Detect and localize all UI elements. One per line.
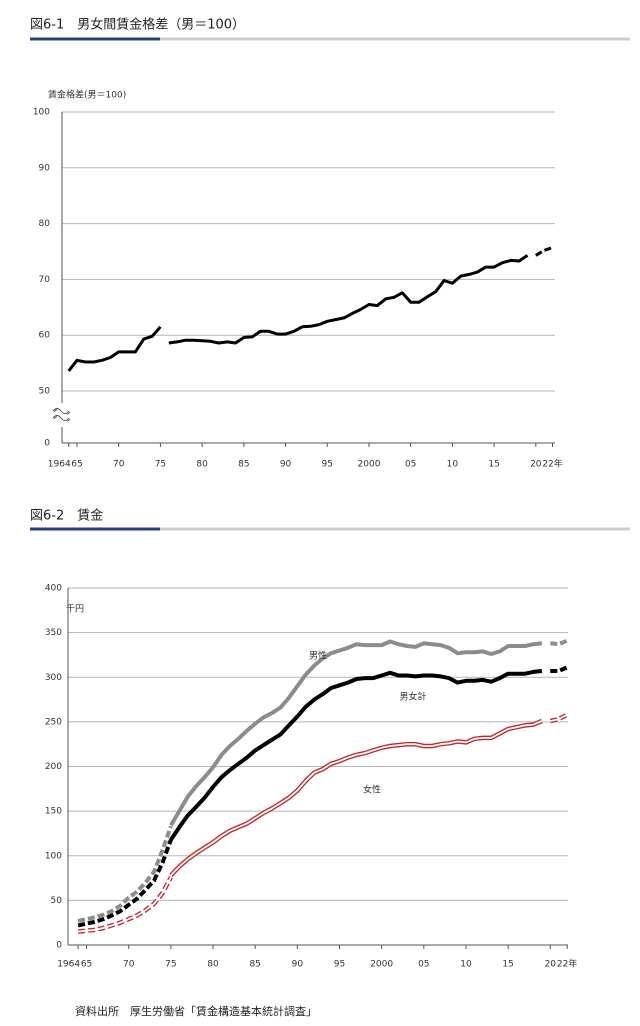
y-tick-label: 350: [45, 628, 62, 638]
y-tick-label: 400: [45, 584, 62, 594]
y-tick-label: 50: [51, 896, 63, 906]
y-tick-label: 90: [39, 163, 51, 173]
x-tick-label: 75: [155, 460, 166, 470]
x-tick-label: 75: [165, 960, 176, 970]
x-tick-label: 10: [460, 960, 472, 970]
x-tick-label: 95: [334, 960, 345, 970]
x-tick-label: 70: [123, 960, 135, 970]
y-axis-label: 千円: [66, 604, 84, 615]
x-tick-label: 65: [81, 960, 92, 970]
series-line: [169, 639, 543, 827]
y-tick-label: 100: [33, 108, 50, 118]
series-line-inner: [78, 876, 172, 933]
x-tick-label: 15: [488, 460, 499, 470]
y-tick-label: 50: [39, 387, 51, 397]
series-label: 男性: [309, 650, 327, 662]
x-tick-label: 80: [196, 460, 208, 470]
x-tick-label: 80: [207, 960, 219, 970]
series-line: [77, 839, 173, 928]
axis-break: [52, 408, 70, 421]
title-rule: [30, 37, 630, 41]
series-line: [168, 254, 529, 345]
y-tick-label: 80: [39, 219, 51, 229]
series-line: [169, 669, 543, 841]
series-label: 男女計: [399, 691, 426, 703]
y-tick-label: 100: [45, 851, 62, 861]
series-line: [77, 825, 173, 923]
y-tick-label: 70: [39, 275, 51, 285]
y-tick-label: 60: [39, 331, 51, 341]
chart-title: 図6-2 賃金: [30, 508, 103, 524]
series-line: [535, 246, 553, 257]
series-line: [169, 718, 543, 877]
x-tick-label: 2000: [358, 460, 381, 470]
y-tick-label: 300: [45, 673, 62, 683]
x-tick-label: 90: [280, 460, 292, 470]
x-tick-label: 85: [238, 460, 249, 470]
x-tick-label: 95: [322, 460, 333, 470]
title-rule-accent: [30, 37, 160, 41]
series-line: [550, 638, 568, 647]
chart-title: 図6-1 男女間賃金格差（男＝100）: [30, 17, 245, 33]
y-tick-label: 200: [45, 762, 62, 772]
source-note: 資料出所 厚生労働省「賃金構造基本統計調査」: [75, 1004, 317, 1018]
y-tick-label: 0: [56, 941, 62, 951]
y-tick-label: 0: [44, 439, 50, 449]
x-tick-label: 1964: [57, 960, 80, 970]
title-rule-accent: [30, 527, 160, 531]
series-line-inner: [550, 713, 568, 722]
x-tick-label: 90: [292, 960, 304, 970]
x-tick-label: 85: [249, 960, 260, 970]
x-tick-label: 1964: [48, 460, 71, 470]
series-line: [67, 325, 162, 372]
x-tick-label: 15: [502, 960, 513, 970]
series-label: 女性: [363, 784, 381, 796]
title-rule: [30, 527, 630, 531]
y-tick-label: 250: [45, 717, 62, 727]
x-tick-label: 20: [530, 460, 542, 470]
axis-break-gap: [57, 400, 67, 426]
series-line-inner: [170, 720, 543, 877]
series-line: [550, 665, 568, 673]
y-tick-label: 150: [45, 807, 62, 817]
x-tick-label: 2000: [370, 960, 393, 970]
y-axis-label: 賃金格差(男＝100): [48, 89, 126, 101]
x-tick-label: 22年: [542, 458, 562, 470]
x-tick-label: 70: [113, 460, 125, 470]
x-tick-label: 65: [71, 460, 82, 470]
x-tick-label: 22年: [557, 958, 577, 970]
x-tick-label: 10: [447, 460, 459, 470]
x-tick-label: 05: [418, 960, 429, 970]
x-tick-label: 05: [405, 460, 416, 470]
x-tick-label: 20: [545, 960, 557, 970]
